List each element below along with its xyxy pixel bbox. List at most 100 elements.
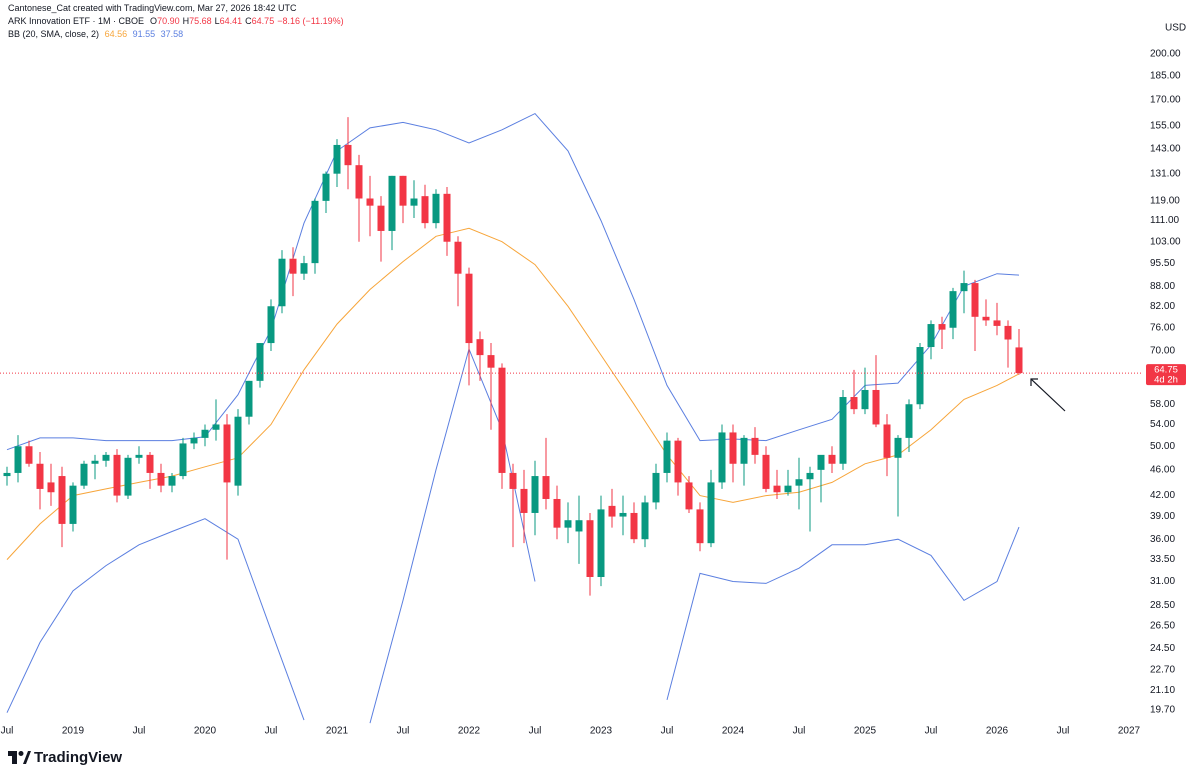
candle-body	[487, 355, 495, 368]
candle-body	[685, 482, 693, 510]
candle-body	[553, 498, 561, 528]
candle-body	[3, 472, 11, 477]
bb-value: 64.56	[104, 29, 128, 39]
candle-body	[245, 380, 253, 417]
candle-body	[58, 476, 66, 524]
candle-body	[25, 446, 33, 464]
candle-body	[432, 193, 440, 224]
y-tick-label: 131.00	[1150, 168, 1181, 179]
candle-body	[201, 429, 209, 438]
candle-body	[179, 443, 187, 477]
x-tick-label: 2026	[986, 726, 1009, 737]
band-line	[6, 112, 1020, 451]
y-tick-label: 50.00	[1150, 441, 1175, 452]
y-tick-label: 21.10	[1150, 685, 1175, 696]
ohlc-value: 70.90	[157, 16, 180, 26]
y-tick-label: 88.00	[1150, 281, 1175, 292]
candle-body	[333, 144, 341, 174]
brand-logo	[8, 751, 31, 764]
y-tick-label: 143.00	[1150, 144, 1181, 155]
y-tick-label: 54.00	[1150, 419, 1175, 430]
candle-body	[630, 512, 638, 540]
candle-body	[828, 454, 836, 464]
x-tick-label: 2022	[458, 726, 481, 737]
candle-body	[443, 193, 451, 242]
candle-body	[542, 476, 550, 499]
ohlc-value: 64.75	[251, 16, 275, 26]
candle-body	[575, 520, 583, 532]
y-tick-label: 39.00	[1150, 511, 1175, 522]
bb-name: BB (20, SMA, close, 2)	[8, 29, 100, 39]
y-tick-label: 111.00	[1150, 215, 1180, 226]
candle-body	[993, 320, 1001, 326]
y-tick-label: 22.70	[1150, 664, 1175, 675]
ohlc-value: 64.41	[219, 16, 243, 26]
last-price-label: 64.75	[1154, 365, 1178, 376]
ohlc-label: H	[182, 16, 190, 26]
candle-body	[520, 488, 528, 513]
candle-body	[322, 173, 330, 201]
candle-body	[850, 397, 858, 410]
candle-body	[619, 512, 627, 517]
candle-body	[311, 200, 319, 264]
credit: Cantonese_Cat created with TradingView.c…	[8, 3, 297, 13]
candle-body	[949, 291, 957, 328]
candle-body	[366, 198, 374, 206]
symbol-legend: ARK Innovation ETF · 1M · CBOE O70.90 H75.…	[8, 15, 347, 28]
candle-body	[806, 472, 814, 480]
candle-body	[938, 324, 946, 330]
ohlc-label: L	[214, 16, 220, 26]
candle-body	[586, 520, 594, 577]
candle-body	[894, 437, 902, 458]
candle-body	[861, 389, 869, 410]
y-tick-label: 119.00	[1150, 196, 1180, 207]
candle-body	[410, 198, 418, 206]
x-tick-label: 2020	[194, 726, 217, 737]
y-tick-label: 103.00	[1150, 236, 1181, 247]
annotation-arrowhead	[1030, 378, 1038, 386]
ohlc-label: O	[150, 16, 158, 26]
candle-body	[597, 509, 605, 577]
y-tick-label: 24.50	[1150, 643, 1175, 654]
candle-body	[36, 463, 44, 489]
candle-body	[982, 316, 990, 321]
candle-body	[531, 476, 539, 513]
candle-body	[718, 432, 726, 483]
y-tick-label: 46.00	[1150, 464, 1175, 475]
x-tick-label: Jul	[925, 726, 938, 737]
chart-header: Cantonese_Cat created with TradingView.c…	[8, 2, 347, 41]
x-tick-label: Jul	[793, 726, 806, 737]
candle-body	[564, 520, 572, 528]
y-tick-label: 58.00	[1150, 399, 1175, 410]
candle-body	[641, 502, 649, 540]
x-tick-label: Jul	[1, 726, 14, 737]
band-line	[6, 227, 1020, 560]
symbol: ARK Innovation ETF · 1M · CBOE	[8, 16, 145, 26]
candle-body	[454, 241, 462, 274]
candle-body	[135, 454, 143, 458]
candle-body	[388, 175, 396, 231]
y-tick-label: 200.00	[1150, 49, 1181, 60]
annotation-arrow	[1030, 378, 1066, 412]
y-tick-label: 31.00	[1150, 576, 1175, 587]
y-tick-label: 36.00	[1150, 534, 1175, 545]
x-tick-label: 2023	[590, 726, 613, 737]
candle-body	[509, 472, 517, 489]
candle-body	[795, 479, 803, 486]
candle-body	[355, 165, 363, 199]
candle-body	[421, 196, 429, 224]
candle-body	[839, 397, 847, 464]
candle-body	[157, 472, 165, 486]
x-tick-label: Jul	[133, 726, 146, 737]
candle-body	[300, 263, 308, 274]
candle-body	[146, 454, 154, 473]
candle-body	[278, 258, 286, 307]
candle-body	[289, 258, 297, 274]
candle-body	[124, 457, 132, 496]
candle-body	[47, 482, 55, 493]
x-tick-label: Jul	[1057, 726, 1070, 737]
candle-body	[740, 437, 748, 464]
x-tick-label: 2025	[854, 726, 877, 737]
